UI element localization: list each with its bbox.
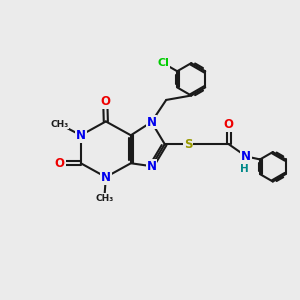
Text: S: S	[184, 138, 193, 151]
Text: Cl: Cl	[157, 58, 169, 68]
Text: N: N	[146, 160, 157, 173]
Text: N: N	[101, 171, 111, 184]
Text: O: O	[224, 118, 234, 131]
Text: H: H	[240, 164, 249, 174]
Text: CH₃: CH₃	[95, 194, 113, 203]
Text: CH₃: CH₃	[50, 120, 69, 129]
Text: O: O	[55, 157, 64, 170]
Text: O: O	[100, 95, 110, 108]
Text: N: N	[76, 129, 86, 142]
Text: N: N	[146, 116, 157, 128]
Text: N: N	[241, 150, 251, 163]
